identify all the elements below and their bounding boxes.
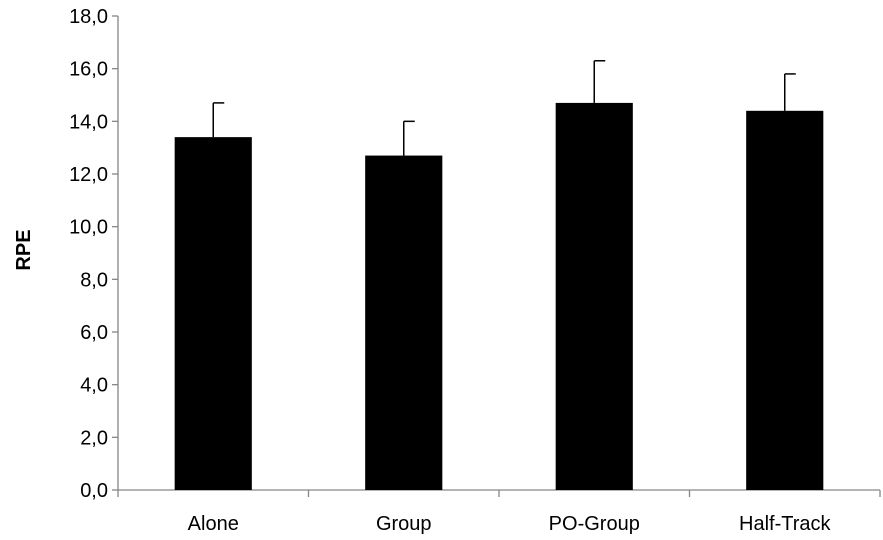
y-tick-label: 12,0 — [69, 164, 108, 186]
x-tick-label: Alone — [188, 513, 239, 535]
y-axis: 0,0 2,0 4,0 6,0 8,0 10,0 12,0 14,0 16,0 18,0 — [69, 6, 119, 502]
y-tick-label: 16,0 — [69, 59, 108, 81]
error-bars — [212, 60, 796, 156]
bar-group — [365, 155, 443, 491]
y-tick-label: 8,0 — [80, 269, 108, 291]
y-tick-label: 0,0 — [80, 480, 108, 502]
x-tick-label: PO-Group — [549, 513, 640, 535]
y-tick-label: 4,0 — [80, 375, 108, 397]
bars — [174, 102, 824, 491]
bar-po-group — [555, 102, 633, 491]
x-tick-label: Group — [376, 513, 432, 535]
y-tick-label: 10,0 — [69, 217, 108, 239]
bar-alone — [174, 137, 252, 490]
y-axis-title: RPE — [13, 229, 35, 270]
y-tick-label: 18,0 — [69, 6, 108, 28]
bar-half-track — [746, 110, 824, 491]
y-tick-label: 6,0 — [80, 322, 108, 344]
y-tick-label: 2,0 — [80, 427, 108, 449]
x-tick-label: Half-Track — [739, 513, 831, 535]
y-tick-label: 14,0 — [69, 111, 108, 133]
x-axis: Alone Group PO-Group Half-Track — [117, 489, 881, 535]
